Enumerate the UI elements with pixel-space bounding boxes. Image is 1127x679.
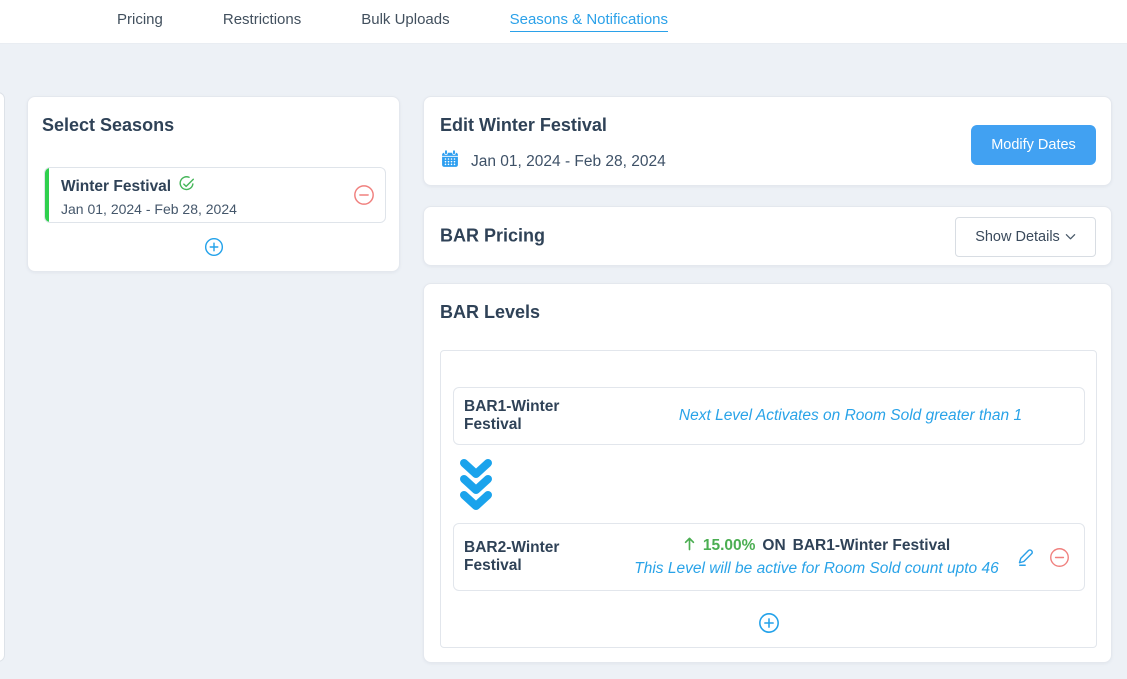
tab-restrictions[interactable]: Restrictions xyxy=(222,11,302,28)
nav-tabs: Pricing Restrictions Bulk Uploads Season… xyxy=(0,0,1127,43)
tab-pricing[interactable]: Pricing xyxy=(117,11,163,28)
bar-levels-container: BAR1-Winter Festival Next Level Activate… xyxy=(440,350,1097,648)
bar-levels-panel: BAR Levels BAR1-Winter Festival Next Lev… xyxy=(423,283,1112,663)
calendar-icon xyxy=(440,149,460,174)
plus-circle-icon xyxy=(204,237,223,257)
tab-seasons-notifications[interactable]: Seasons & Notifications xyxy=(509,11,669,32)
bar-pricing-title: BAR Pricing xyxy=(440,225,546,246)
minus-circle-icon xyxy=(354,185,374,205)
edit-pencil-icon xyxy=(1018,548,1033,566)
add-level-button[interactable] xyxy=(758,612,780,634)
arrow-up-icon xyxy=(683,536,696,556)
season-name: Winter Festival xyxy=(61,178,172,195)
season-item-winter-festival[interactable]: Winter Festival Jan 01, 2024 - Feb 28, 2… xyxy=(44,167,386,223)
triple-chevron-down-icon xyxy=(456,457,496,513)
show-details-button[interactable]: Show Details xyxy=(955,217,1096,257)
tab-bulk-uploads[interactable]: Bulk Uploads xyxy=(361,11,450,28)
select-seasons-title: Select Seasons xyxy=(42,115,175,135)
bar-level-row-1: BAR1-Winter Festival Next Level Activate… xyxy=(453,387,1085,445)
season-date-row: Jan 01, 2024 - Feb 28, 2024 xyxy=(440,149,666,174)
bar-levels-title: BAR Levels xyxy=(440,302,541,322)
add-season-button[interactable] xyxy=(204,237,224,257)
edit-season-title: Edit Winter Festival xyxy=(440,115,607,135)
bar-level-note: Next Level Activates on Room Sold greate… xyxy=(678,407,1023,424)
adjustment-percent: 15.00% xyxy=(702,537,756,554)
bar-level-name: BAR2-Winter Festival xyxy=(464,539,560,574)
minus-circle-icon xyxy=(1050,547,1069,567)
bar-level-adjustment: 15.00% ON BAR1-Winter Festival xyxy=(683,536,950,556)
plus-circle-icon xyxy=(758,613,779,633)
check-circle-icon xyxy=(178,176,195,198)
top-navigation-bar: Pricing Restrictions Bulk Uploads Season… xyxy=(0,0,1127,44)
edit-level-button[interactable] xyxy=(1016,547,1036,568)
remove-season-button[interactable] xyxy=(353,184,375,206)
modify-dates-button[interactable]: Modify Dates xyxy=(971,125,1096,165)
show-details-label: Show Details xyxy=(975,229,1060,245)
remove-level-button[interactable] xyxy=(1049,547,1070,568)
bar-level-name: BAR1-Winter Festival xyxy=(464,398,560,433)
adjustment-on-label: ON xyxy=(762,537,786,554)
season-date-range: Jan 01, 2024 - Feb 28, 2024 xyxy=(471,152,666,170)
offscreen-card-edge xyxy=(0,92,5,662)
chevron-down-icon xyxy=(1065,229,1076,245)
select-seasons-panel: Select Seasons Winter Festival Jan 01, 2… xyxy=(27,96,400,272)
bar-level-row-2: BAR2-Winter Festival 15.00% ON BAR1-Wint… xyxy=(453,523,1085,591)
bar-level-note: This Level will be active for Room Sold … xyxy=(634,560,999,577)
edit-season-panel: Edit Winter Festival Jan 01, 2024 - Feb … xyxy=(423,96,1112,186)
adjustment-base-level: BAR1-Winter Festival xyxy=(792,537,951,554)
season-date-range: Jan 01, 2024 - Feb 28, 2024 xyxy=(61,201,237,217)
bar-pricing-panel: BAR Pricing Show Details xyxy=(423,206,1112,266)
